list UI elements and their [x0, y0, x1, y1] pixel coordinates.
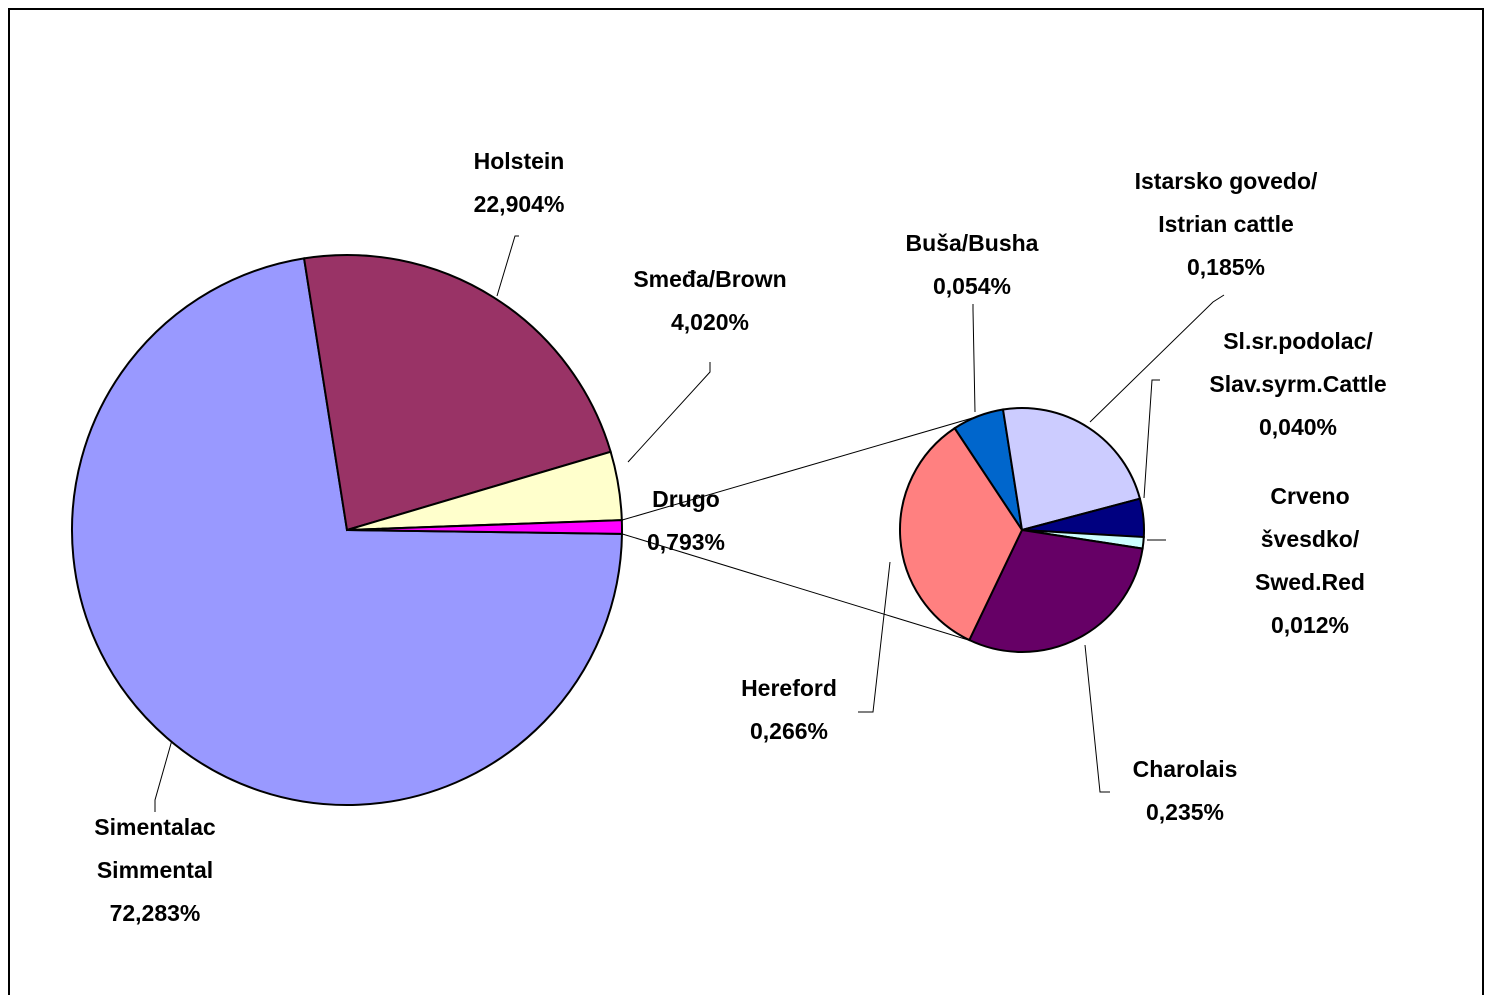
value-label: 0,185%	[1186, 254, 1265, 280]
pie-slice	[346, 519, 623, 535]
pie-slice	[71, 257, 623, 806]
pie-slice	[302, 254, 612, 532]
category-label: Crveno švesdko/ Swed.Red	[1255, 483, 1365, 595]
slice-label: Charolais 0,235%	[1133, 748, 1238, 834]
category-label: Buša/Busha	[905, 230, 1039, 256]
connector-line	[621, 533, 971, 642]
category-label: Istarsko govedo/ Istrian cattle	[1134, 168, 1318, 237]
leader-line	[972, 304, 976, 413]
leader-line	[1089, 294, 1225, 423]
leader-lines	[154, 235, 1225, 812]
value-label: 22,904%	[473, 191, 565, 217]
slice-label: Smeđa/Brown 4,020%	[633, 258, 786, 344]
pie-slice	[1001, 407, 1142, 532]
slice-label: Hereford 0,266%	[741, 667, 837, 753]
value-label: 0,235%	[1145, 799, 1225, 825]
value-label: 0,054%	[932, 273, 1011, 299]
connector-line	[621, 416, 977, 521]
leader-line	[154, 739, 173, 812]
category-label: Drugo	[652, 486, 720, 512]
category-label: Hereford	[741, 675, 837, 701]
leader-line	[496, 235, 519, 297]
value-label: 0,266%	[749, 718, 829, 744]
pie-slice	[899, 426, 1024, 642]
value-label: 4,020%	[670, 309, 749, 335]
slice-label: Crveno švesdko/ Swed.Red 0,012%	[1219, 475, 1401, 647]
slice-label: Buša/Busha 0,054%	[906, 222, 1039, 308]
leader-line	[858, 561, 891, 713]
leader-line	[627, 362, 711, 463]
category-label: Smeđa/Brown	[633, 266, 787, 292]
value-label: 0,040%	[1258, 414, 1337, 440]
slice-label: Drugo 0,793%	[647, 478, 725, 564]
value-label: 0,793%	[646, 529, 726, 555]
slice-label: Holstein 22,904%	[474, 140, 565, 226]
value-label: 0,012%	[1270, 612, 1349, 638]
category-label: Sl.sr.podolac/ Slav.syrm.Cattle	[1209, 328, 1387, 397]
category-label: Charolais	[1132, 756, 1238, 782]
leader-line	[1143, 379, 1160, 499]
category-label: Simentalac Simmental	[94, 814, 216, 883]
value-label: 72,283%	[109, 900, 201, 926]
pie-slice	[967, 528, 1144, 653]
slice-label: Sl.sr.podolac/ Slav.syrm.Cattle 0,040%	[1209, 320, 1386, 449]
slice-label: Istarsko govedo/ Istrian cattle 0,185%	[1135, 160, 1318, 289]
category-label: Holstein	[473, 148, 565, 174]
leader-line	[1084, 644, 1110, 793]
slice-label: Simentalac Simmental 72,283%	[94, 806, 215, 935]
